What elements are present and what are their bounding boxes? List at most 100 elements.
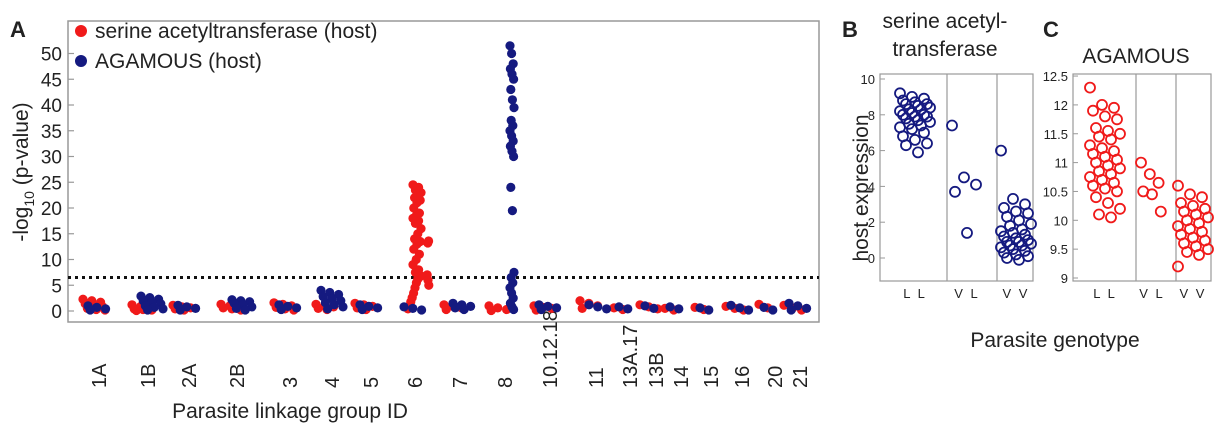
x-category-label: 13B	[646, 352, 668, 388]
panel-b-point	[958, 171, 970, 184]
agamous-point	[793, 301, 803, 311]
panel-c-frame	[1072, 73, 1212, 282]
agamous-point	[505, 41, 515, 51]
serine-point	[424, 236, 434, 246]
x-category-label: 7	[450, 377, 472, 388]
agamous-point	[507, 206, 517, 216]
panel-b-point	[1025, 218, 1037, 230]
panel-c-y-tick-label: 10.5	[1043, 184, 1068, 199]
panel-b-ylabel: host expression	[850, 114, 873, 261]
panel-b-point	[970, 178, 982, 191]
serine-point	[313, 303, 323, 313]
agamous-point	[507, 48, 517, 59]
panel-b-point	[1004, 219, 1016, 232]
panel-b-point	[900, 139, 912, 152]
x-category-label: 3	[280, 377, 302, 388]
panel-c-point	[1093, 208, 1105, 221]
agamous-point	[85, 305, 95, 315]
agamous-point	[640, 301, 650, 311]
x-category-label: 4	[322, 377, 344, 388]
panel-b-y-tick-label: 2	[868, 215, 875, 230]
panel-a-ylabel-prefix: -log	[10, 207, 33, 242]
agamous-point	[726, 300, 736, 310]
panel-c-point	[1087, 104, 1099, 117]
x-category-label: 1B	[138, 364, 160, 388]
panel-c-point	[1084, 81, 1096, 94]
panel-c-y-tick-label: 12	[1054, 98, 1068, 113]
agamous-point	[802, 303, 812, 313]
panel-c-point	[1102, 197, 1114, 209]
panel-c-point	[1172, 260, 1184, 273]
y-tick-label: 0	[51, 302, 62, 323]
serine-point	[408, 180, 418, 190]
panel-c-point	[1105, 133, 1117, 146]
legend-marker-serine	[75, 25, 87, 37]
x-category-label: 5	[361, 377, 383, 388]
y-tick-label: 40	[41, 96, 62, 117]
panel-b-category-label: L L	[903, 286, 927, 301]
serine-point	[577, 303, 587, 313]
panel-b-title-line1: serine acetyl-	[883, 10, 1008, 33]
x-category-label: 21	[790, 366, 812, 388]
agamous-point	[417, 305, 427, 315]
serine-point	[218, 303, 228, 313]
agamous-point	[506, 84, 516, 95]
agamous-point	[276, 304, 286, 315]
panel-c-point	[1105, 211, 1117, 224]
agamous-point	[191, 303, 201, 313]
x-category-label: 14	[671, 366, 693, 388]
agamous-point	[614, 302, 624, 312]
agamous-point	[768, 305, 778, 315]
panel-b-point	[897, 94, 909, 107]
panel-b-point	[1001, 252, 1013, 264]
panel-b-category-label: V V	[1003, 286, 1030, 301]
panel-b-point	[1022, 207, 1034, 220]
panel-c-point	[1099, 110, 1111, 123]
panel-c-point	[1196, 191, 1208, 204]
agamous-point	[584, 300, 594, 310]
agamous-point	[240, 305, 250, 315]
panel-c-y-tick-label: 9	[1061, 271, 1068, 286]
panel-c-point	[1090, 191, 1102, 204]
panel-b-point	[949, 185, 961, 198]
panel-c-point	[1096, 99, 1108, 111]
panel-b-point	[921, 137, 933, 150]
agamous-point	[101, 304, 111, 314]
panel-b-point	[894, 87, 906, 100]
panel-b-point	[897, 108, 909, 121]
panel-b-point	[894, 105, 906, 118]
y-tick-label: 5	[51, 276, 62, 297]
agamous-point	[602, 304, 612, 314]
y-tick-label: 15	[41, 225, 62, 246]
agamous-point	[759, 302, 769, 312]
x-category-label: 2A	[179, 363, 201, 388]
x-category-label: 2B	[227, 364, 249, 388]
panel-c-point	[1143, 168, 1156, 181]
panel-c-point	[1202, 243, 1214, 256]
agamous-point	[158, 304, 168, 314]
panel-c-point	[1154, 205, 1167, 218]
agamous-point	[408, 303, 418, 313]
agamous-point	[735, 303, 745, 313]
y-tick-label: 20	[41, 199, 62, 220]
panel-c-letter: C	[1043, 17, 1059, 42]
y-tick-label: 50	[41, 45, 62, 66]
serine-point	[486, 305, 496, 316]
agamous-point	[143, 305, 153, 315]
x-category-label: 6	[405, 377, 427, 388]
x-category-label: 16	[732, 366, 754, 388]
legend-label-agamous: AGAMOUS (host)	[95, 50, 262, 73]
panel-c-category-label: L L	[1093, 286, 1117, 301]
panel-c-category-label: V L	[1139, 286, 1165, 301]
agamous-point	[536, 304, 546, 315]
y-tick-label: 30	[41, 148, 62, 169]
panel-c-point	[1087, 179, 1099, 192]
x-category-label: 10.12.18	[540, 310, 562, 388]
panel-a-letter: A	[10, 17, 26, 42]
agamous-point	[704, 305, 714, 315]
agamous-point	[508, 74, 519, 84]
panel-a-xlabel: Parasite linkage group ID	[172, 400, 408, 423]
agamous-point	[373, 303, 383, 313]
panel-c-point	[1152, 176, 1165, 189]
